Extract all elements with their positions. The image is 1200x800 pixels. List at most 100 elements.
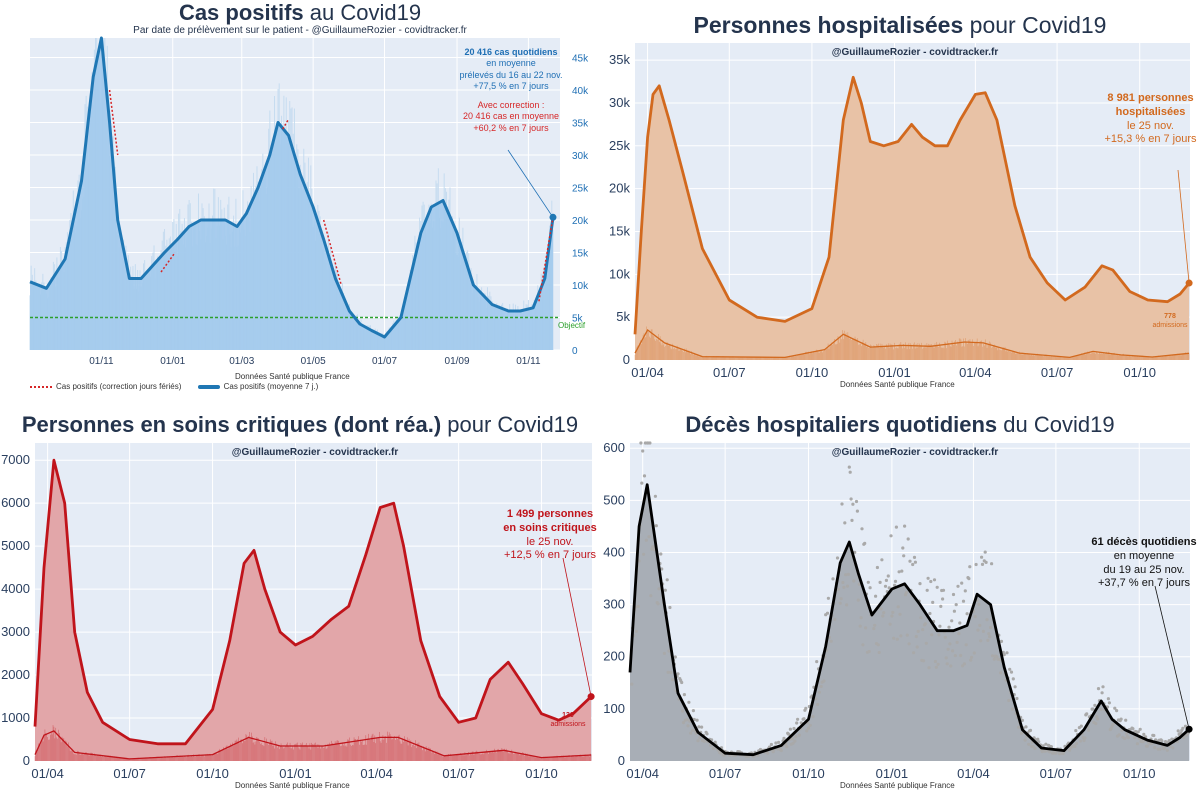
rea-y-tick-label: 0: [23, 753, 30, 768]
correction-segment: [282, 118, 290, 130]
deces-daily-dot: [995, 655, 999, 659]
hosp-annotation-leader: [1177, 169, 1190, 284]
deces-daily-dot: [946, 647, 950, 651]
deces-daily-dot: [896, 605, 900, 609]
deces-daily-dot: [943, 635, 947, 639]
deces-daily-dot: [1044, 742, 1048, 746]
deces-daily-dot: [986, 638, 990, 642]
deces-daily-dot: [990, 654, 995, 658]
deces-daily-dot: [822, 679, 826, 683]
deces-x-tick-label: 01/07: [709, 766, 742, 781]
hosp-area: [635, 77, 1190, 361]
hosp-y-tick-label: 5k: [616, 309, 630, 324]
deces-daily-dot: [1037, 740, 1041, 744]
deces-daily-dot: [709, 743, 713, 747]
deces-daily-dot: [893, 579, 898, 583]
deces-daily-dot: [984, 560, 988, 564]
deces-daily-dot: [641, 449, 645, 453]
deces-daily-dot: [774, 741, 778, 745]
deces-daily-dot: [1182, 736, 1186, 740]
deces-daily-dot: [956, 584, 960, 588]
deces-daily-dot: [1036, 737, 1040, 741]
deces-daily-dot: [894, 525, 898, 529]
deces-daily-dot: [1023, 738, 1027, 742]
deces-daily-dot: [935, 585, 939, 589]
deces-daily-dot: [919, 616, 923, 620]
deces-chart: 0 100 200 300 400 500 600 01/04 01/07 01/10 01/01 0…: [603, 440, 1193, 781]
deces-daily-dot: [851, 502, 855, 506]
deces-daily-dot: [992, 657, 996, 661]
deces-daily-dot: [1126, 736, 1130, 740]
deces-daily-dot: [1124, 718, 1128, 722]
deces-daily-dot: [962, 662, 966, 666]
deces-daily-dot: [1085, 712, 1089, 716]
deces-daily-dot: [1176, 729, 1180, 733]
deces-daily-dot: [636, 604, 640, 609]
deces-daily-dot: [930, 633, 934, 637]
deces-daily-dot: [938, 624, 942, 628]
deces-daily-dot: [970, 655, 974, 659]
deces-daily-dot: [639, 441, 643, 445]
deces-daily-dot: [944, 656, 948, 660]
deces-daily-dot: [860, 527, 864, 531]
deces-daily-dot: [787, 732, 791, 736]
deces-daily-dot: [777, 740, 781, 744]
hosp-x-tick-label: 01/01: [878, 365, 911, 380]
deces-daily-dot: [887, 586, 891, 590]
deces-daily-dot: [980, 555, 984, 559]
deces-daily-dot: [857, 582, 861, 586]
deces-daily-dot: [696, 739, 700, 743]
deces-daily-dot: [883, 584, 888, 588]
deces-daily-dot: [649, 594, 653, 598]
legend-dotted-swatch: [30, 385, 52, 388]
hosp-y-tick-label: 0: [623, 352, 630, 367]
deces-daily-dot: [941, 597, 945, 601]
deces-daily-dot: [903, 524, 907, 528]
deces-daily-dot: [967, 577, 971, 581]
deces-daily-dot: [1091, 707, 1095, 711]
deces-daily-dot: [933, 659, 937, 664]
rea-x-tick-label: 01/07: [442, 766, 475, 781]
deces-daily-dot: [653, 494, 657, 498]
deces-daily-dot: [955, 640, 959, 644]
deces-daily-dot: [782, 736, 786, 740]
rea-y-tick-label: 7000: [1, 452, 30, 467]
soins-critiques-source: Données Santé publique France: [235, 781, 350, 790]
rea-y-tick-label: 1000: [1, 710, 30, 725]
deces-daily-dot: [1078, 739, 1082, 743]
deces-daily-dot: [902, 554, 906, 558]
deces-daily-dot: [788, 727, 792, 731]
deces-daily-dot: [972, 651, 976, 655]
deces-daily-dot: [1017, 725, 1021, 729]
deces-daily-dot: [850, 518, 854, 522]
deces-daily-dot: [965, 612, 969, 616]
deces-daily-dot: [969, 658, 973, 662]
deces-daily-dot: [1123, 736, 1127, 741]
deces-daily-dot: [953, 654, 957, 658]
deces-x-tick-label: 01/10: [1123, 766, 1156, 781]
deces-daily-dot: [866, 580, 870, 584]
deces-daily-dot: [1133, 736, 1137, 740]
deces-daily-dot: [794, 735, 798, 739]
rea-x-tick-label: 01/04: [360, 766, 393, 781]
deces-daily-dot: [900, 569, 904, 573]
rea-y-tick-label: 4000: [1, 581, 30, 596]
deces-daily-dot: [842, 585, 846, 589]
deces-daily-dot: [980, 562, 985, 566]
deces-daily-dot: [1131, 727, 1135, 731]
rea-x-tick-label: 01/07: [113, 766, 146, 781]
deces-daily-dot: [1040, 750, 1044, 754]
cas-annotation-leader: [507, 149, 554, 218]
deces-daily-dot: [700, 725, 704, 729]
deces-daily-dot: [1181, 726, 1185, 730]
deces-daily-dot: [884, 578, 888, 582]
cas-last-point: [549, 213, 557, 221]
soins-critiques-chart: 0 1000 2000 3000 4000 5000 6000 7000 01/04 01/07 0…: [1, 443, 595, 781]
deces-daily-dot: [924, 641, 928, 645]
deces-daily-dot: [912, 555, 917, 559]
deces-x-tick-label: 01/10: [792, 766, 825, 781]
deces-daily-dot: [858, 624, 862, 628]
legend-line-label: Cas positifs (moyenne 7 j.): [223, 382, 319, 392]
deces-daily-dot: [845, 584, 850, 588]
deces-daily-dot: [951, 592, 956, 597]
